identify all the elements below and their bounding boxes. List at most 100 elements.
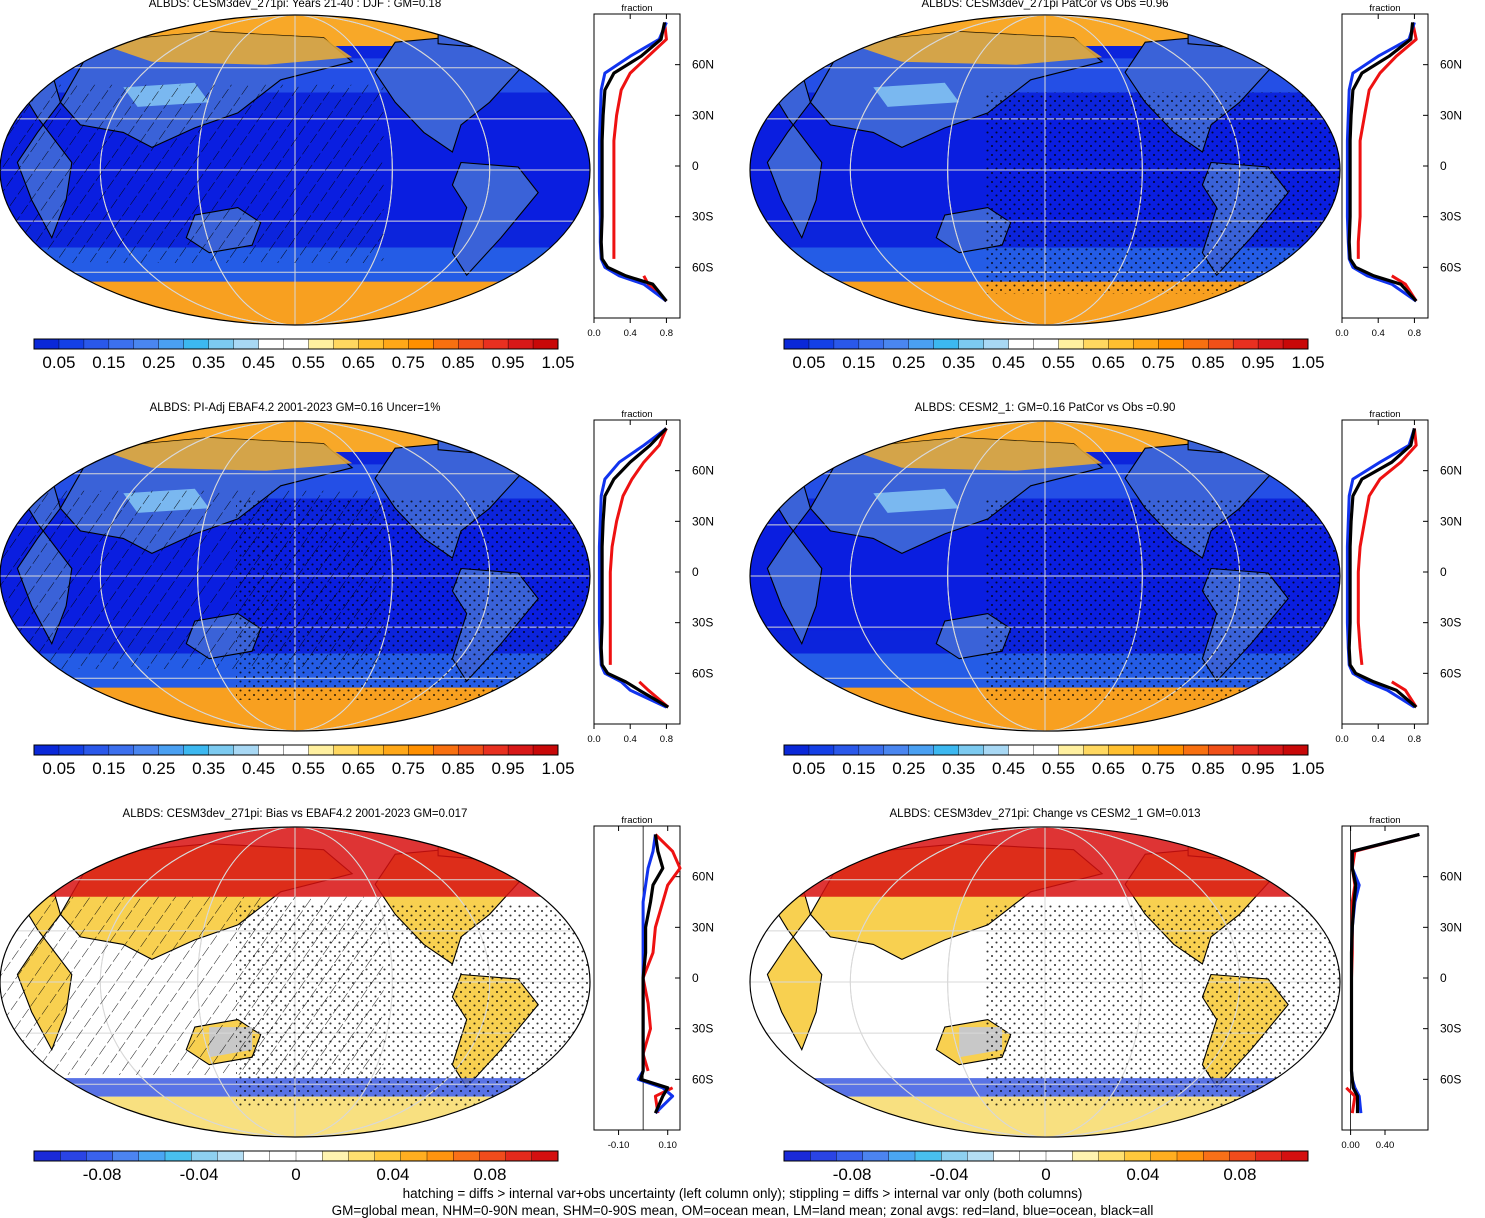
colorbar-swatch xyxy=(482,744,509,756)
stippling-overlay xyxy=(236,904,590,1106)
colorbar: 0.05 0.15 0.25 0.35 0.45 0.55 0.65 0.75 0.85 0.95… xyxy=(783,744,1325,778)
colorbar-tick-label: 0.45 xyxy=(992,353,1025,372)
colorbar-tick-label: 0.65 xyxy=(342,353,375,372)
zonal-series-land xyxy=(1356,428,1418,708)
colorbar-swatch xyxy=(158,744,185,756)
colorbar-swatch xyxy=(1045,1150,1073,1162)
colorbar-swatch xyxy=(383,338,409,350)
panel-title: ALBDS: CESM3dev_271pi: Years 21-40 : DJF… xyxy=(149,0,441,10)
zonal-frame xyxy=(593,419,681,725)
zonal-lat-label: 0 xyxy=(1440,159,1447,173)
zonal-series-ocean xyxy=(1345,21,1418,303)
colorbar-tick-label: 0.95 xyxy=(1242,759,1275,778)
zonal-series-all xyxy=(1349,832,1420,1114)
colorbar-swatch xyxy=(233,338,260,350)
colorbar-tick-label: -0.08 xyxy=(83,1165,122,1184)
zonal-xtick-label: 0.4 xyxy=(624,734,637,745)
zonal-xlabel: fraction xyxy=(621,409,652,420)
zonal-lat-label: 60N xyxy=(692,58,714,72)
landmass-europe-africa xyxy=(763,883,823,1052)
colorbar-tick-label: 0.45 xyxy=(242,759,275,778)
map-outline xyxy=(749,826,1341,1138)
colorbar-swatch xyxy=(862,1150,890,1162)
panel-title: ALBDS: CESM3dev_271pi: Bias vs EBAF4.2 2… xyxy=(123,808,468,820)
colorbar-swatch xyxy=(1083,338,1109,350)
colorbar-frame xyxy=(33,744,559,756)
colorbar-swatch xyxy=(112,1150,140,1162)
colorbar-swatch xyxy=(295,1150,323,1162)
colorbar-swatch xyxy=(457,744,484,756)
colorbar-swatch xyxy=(479,1150,507,1162)
colorbar-swatch xyxy=(1019,1150,1047,1162)
colorbar-swatch xyxy=(453,1150,480,1162)
colorbar-swatch xyxy=(58,744,85,756)
colorbar-swatch xyxy=(958,338,985,350)
zonal-xtick-label: 0.8 xyxy=(660,734,673,745)
colorbar-tick-label: 0.45 xyxy=(992,759,1025,778)
panel-1: ALBDS: CESM3dev_271pi: Years 21-40 : DJF… xyxy=(0,0,714,372)
colorbar-swatch xyxy=(908,744,935,756)
zonal-lat-label: 30S xyxy=(1440,1022,1461,1036)
colorbar-swatch xyxy=(33,1150,61,1162)
colorbar-swatch xyxy=(1282,744,1309,756)
colorbar-swatch xyxy=(858,744,885,756)
colorbar-swatch xyxy=(507,744,534,756)
colorbar-swatch xyxy=(993,1150,1021,1162)
colorbar-swatch xyxy=(783,1150,811,1162)
colorbar-swatch xyxy=(505,1150,533,1162)
zonal-lat-label: 60S xyxy=(692,666,713,680)
zonal-lat-label: 30S xyxy=(692,616,713,630)
zonal-series-ocean xyxy=(597,21,668,303)
bright-desert xyxy=(873,488,960,513)
map-outline xyxy=(0,14,591,326)
zonal-lat-label: 0 xyxy=(692,971,699,985)
colorbar-swatch xyxy=(958,744,985,756)
colorbar-frame xyxy=(33,338,559,350)
colorbar-swatch xyxy=(108,744,135,756)
colorbar-tick-label: -0.04 xyxy=(180,1165,219,1184)
zonal-xtick-label: 0.10 xyxy=(658,1140,677,1151)
hatching-overlay xyxy=(0,84,384,263)
snow-cover xyxy=(844,31,1103,65)
colorbar-swatch xyxy=(183,338,210,350)
colorbar-swatch xyxy=(1207,744,1234,756)
snow-cover xyxy=(94,31,353,65)
colorbar-swatch xyxy=(808,744,835,756)
colorbar-swatch xyxy=(283,744,309,756)
map-outline xyxy=(749,420,1341,732)
colorbar-swatch xyxy=(164,1150,192,1162)
panel-title: ALBDS: PI-Adj EBAF4.2 2001-2023 GM=0.16 … xyxy=(150,402,441,414)
colorbar-swatch xyxy=(983,744,1010,756)
colorbar-swatch xyxy=(888,1150,916,1162)
colorbar-swatch xyxy=(33,338,60,350)
zonal-mean-plot: fraction 0.0 0.4 0.8 60N 30N 0 30S 60S xyxy=(587,409,714,745)
zonal-series-all xyxy=(639,834,670,1114)
stippling-overlay xyxy=(986,904,1340,1106)
zonal-lat-label: 30N xyxy=(692,920,714,934)
colorbar-swatch xyxy=(1133,744,1159,756)
colorbar-swatch xyxy=(308,338,334,350)
colorbar: 0.05 0.15 0.25 0.35 0.45 0.55 0.65 0.75 0.85 0.95… xyxy=(783,338,1325,372)
colorbar-tick-label: 0.25 xyxy=(892,759,925,778)
colorbar-swatch xyxy=(333,744,359,756)
panel-title: ALBDS: CESM2_1: GM=0.16 PatCor vs Obs =0… xyxy=(915,402,1176,414)
colorbar-swatch xyxy=(217,1150,245,1162)
colorbar-swatch xyxy=(1176,1150,1204,1162)
colorbar-tick-label: 0.05 xyxy=(42,759,75,778)
zonal-xlabel: fraction xyxy=(1369,409,1400,420)
zonal-frame xyxy=(593,825,681,1131)
zonal-xtick-label: 0.0 xyxy=(587,734,600,745)
colorbar-tick-label: 0.65 xyxy=(1092,353,1125,372)
colorbar-tick-label: 0.04 xyxy=(376,1165,409,1184)
colorbar-swatch xyxy=(836,1150,864,1162)
colorbar-tick-label: 0.15 xyxy=(92,759,125,778)
colorbar-swatch xyxy=(883,744,910,756)
colorbar-tick-label: 1.05 xyxy=(541,353,574,372)
zonal-xtick-label: 0.8 xyxy=(1408,734,1421,745)
colorbar-swatch xyxy=(400,1150,428,1162)
colorbar-tick-label: 1.05 xyxy=(1291,353,1324,372)
colorbar-swatch xyxy=(269,1150,297,1162)
colorbar-tick-label: 1.05 xyxy=(1291,759,1324,778)
zonal-xlabel: fraction xyxy=(621,3,652,14)
colorbar-swatch xyxy=(258,338,285,350)
